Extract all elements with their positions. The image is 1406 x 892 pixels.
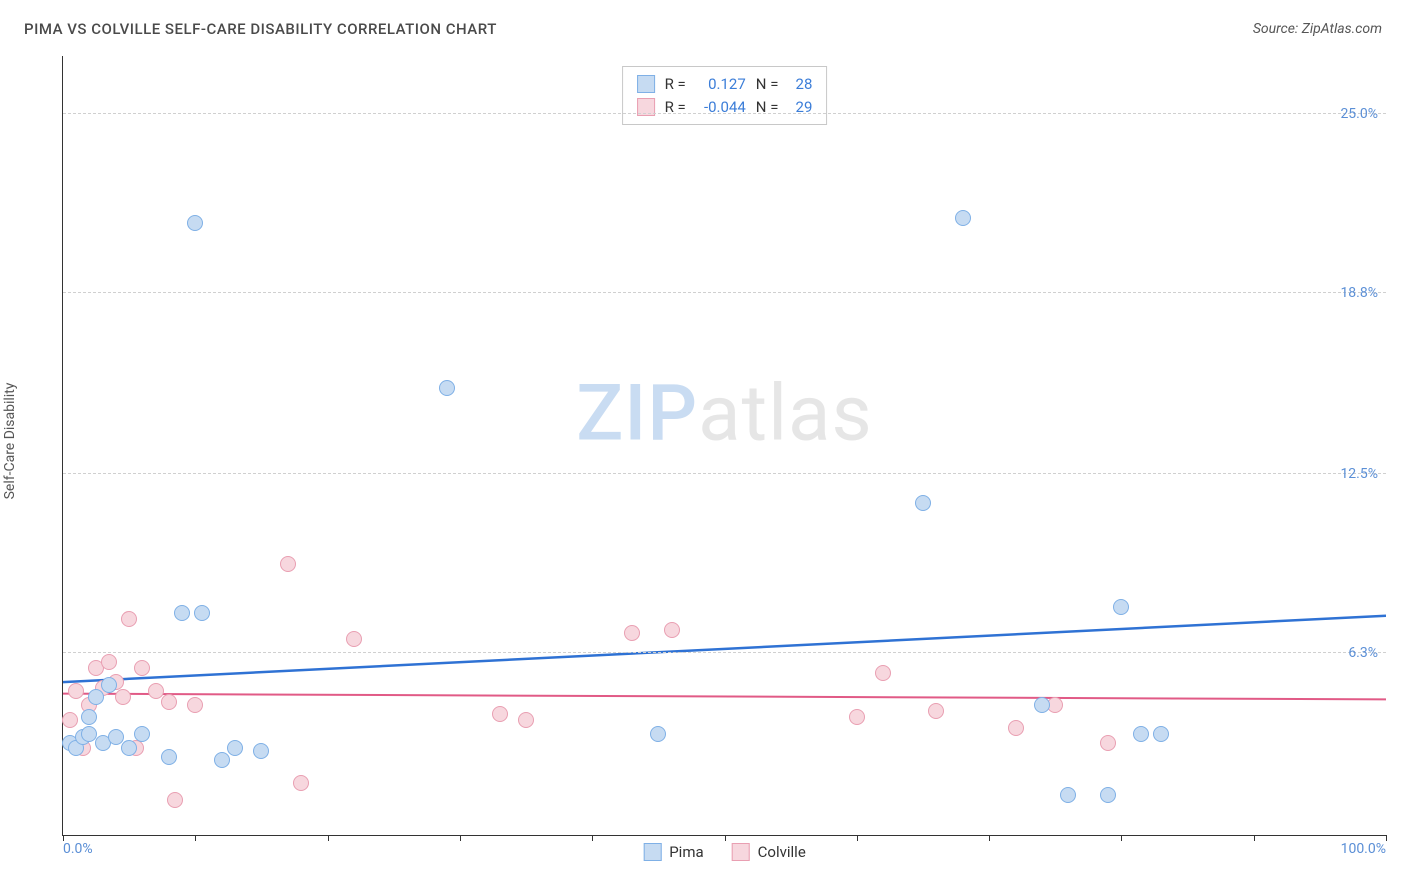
- bottom-legend: Pima Colville: [643, 843, 806, 861]
- data-point: [1153, 726, 1169, 742]
- data-point: [81, 709, 97, 725]
- data-point: [439, 380, 455, 396]
- stats-row-pima: R = 0.127 N = 28: [637, 73, 813, 96]
- colville-swatch-icon: [732, 843, 750, 861]
- chart-container: Self-Care Disability ZIPatlas R = 0.127 …: [20, 46, 1386, 836]
- data-point: [187, 697, 203, 713]
- legend-label-pima: Pima: [669, 843, 703, 861]
- data-point: [148, 683, 164, 699]
- n-label: N =: [756, 96, 779, 119]
- data-point: [650, 726, 666, 742]
- data-point: [1100, 735, 1116, 751]
- trend-line: [63, 694, 1386, 700]
- data-point: [1060, 787, 1076, 803]
- data-point: [108, 729, 124, 745]
- x-tick: [328, 835, 329, 841]
- y-tick-label: 12.5%: [1340, 466, 1378, 482]
- x-tick: [857, 835, 858, 841]
- data-point: [161, 694, 177, 710]
- data-point: [293, 775, 309, 791]
- stats-row-colville: R = -0.044 N = 29: [637, 96, 813, 119]
- data-point: [624, 625, 640, 641]
- gridline: [63, 473, 1386, 474]
- legend-label-colville: Colville: [758, 843, 806, 861]
- data-point: [187, 215, 203, 231]
- watermark-part2: atlas: [698, 369, 873, 460]
- legend-item-colville: Colville: [732, 843, 806, 861]
- x-tick: [1254, 835, 1255, 841]
- data-point: [664, 622, 680, 638]
- colville-r-value: -0.044: [696, 96, 746, 119]
- y-tick-label: 25.0%: [1340, 106, 1378, 122]
- data-point: [915, 495, 931, 511]
- data-point: [121, 740, 137, 756]
- data-point: [88, 689, 104, 705]
- data-point: [875, 665, 891, 681]
- data-point: [1100, 787, 1116, 803]
- pima-swatch-icon: [637, 75, 655, 93]
- data-point: [1034, 697, 1050, 713]
- data-point: [1008, 720, 1024, 736]
- x-tick: [460, 835, 461, 841]
- data-point: [115, 689, 131, 705]
- data-point: [101, 677, 117, 693]
- trend-line: [63, 616, 1386, 682]
- r-label: R =: [665, 96, 686, 119]
- x-tick: [592, 835, 593, 841]
- data-point: [174, 605, 190, 621]
- x-tick: [195, 835, 196, 841]
- data-point: [101, 654, 117, 670]
- x-tick-label: 100.0%: [1341, 841, 1386, 857]
- data-point: [518, 712, 534, 728]
- data-point: [280, 556, 296, 572]
- data-point: [955, 210, 971, 226]
- data-point: [121, 611, 137, 627]
- colville-n-value: 29: [788, 96, 812, 119]
- data-point: [134, 726, 150, 742]
- data-point: [849, 709, 865, 725]
- data-point: [227, 740, 243, 756]
- data-point: [1133, 726, 1149, 742]
- data-point: [253, 743, 269, 759]
- data-point: [62, 712, 78, 728]
- y-tick-label: 18.8%: [1340, 285, 1378, 301]
- data-point: [492, 706, 508, 722]
- data-point: [346, 631, 362, 647]
- y-axis-label: Self-Care Disability: [2, 383, 18, 500]
- r-label: R =: [665, 73, 686, 96]
- x-tick: [1121, 835, 1122, 841]
- x-tick: [1386, 835, 1387, 841]
- plot-area: ZIPatlas R = 0.127 N = 28 R = -0.044 N =…: [62, 56, 1386, 836]
- x-tick-label: 0.0%: [63, 841, 93, 857]
- legend-item-pima: Pima: [643, 843, 703, 861]
- data-point: [161, 749, 177, 765]
- source-label: Source: ZipAtlas.com: [1253, 21, 1382, 37]
- stats-legend-box: R = 0.127 N = 28 R = -0.044 N = 29: [622, 66, 828, 125]
- y-tick-label: 6.3%: [1348, 645, 1378, 661]
- pima-n-value: 28: [788, 73, 812, 96]
- n-label: N =: [756, 73, 779, 96]
- gridline: [63, 113, 1386, 114]
- pima-r-value: 0.127: [696, 73, 746, 96]
- x-tick: [725, 835, 726, 841]
- data-point: [928, 703, 944, 719]
- watermark: ZIPatlas: [576, 369, 873, 460]
- watermark-part1: ZIP: [576, 369, 698, 460]
- gridline: [63, 292, 1386, 293]
- trend-lines: [63, 56, 1386, 835]
- chart-title: PIMA VS COLVILLE SELF-CARE DISABILITY CO…: [24, 20, 497, 38]
- pima-swatch-icon: [643, 843, 661, 861]
- data-point: [194, 605, 210, 621]
- data-point: [68, 683, 84, 699]
- data-point: [134, 660, 150, 676]
- data-point: [214, 752, 230, 768]
- data-point: [1113, 599, 1129, 615]
- x-tick: [989, 835, 990, 841]
- data-point: [167, 792, 183, 808]
- gridline: [63, 652, 1386, 653]
